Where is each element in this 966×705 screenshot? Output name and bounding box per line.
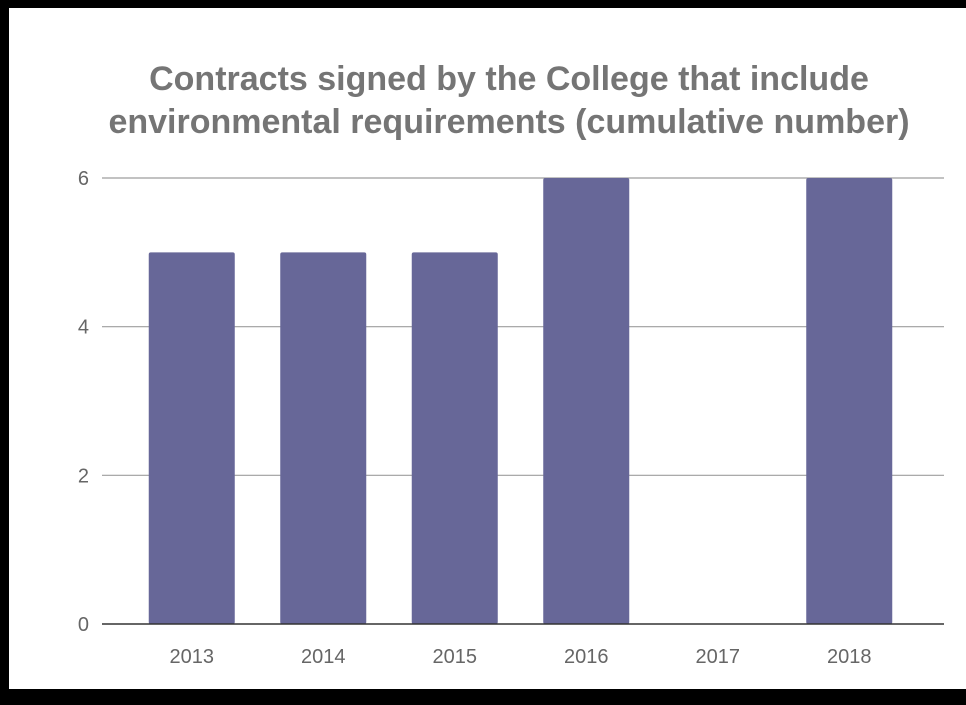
x-tick-label: 2014 <box>301 646 346 668</box>
x-tick-label: 2017 <box>696 646 741 668</box>
chart-frame: Contracts signed by the College that inc… <box>9 8 966 689</box>
chart-title-line-1: Contracts signed by the College that inc… <box>149 60 869 98</box>
bar-2018 <box>806 178 893 624</box>
x-tick-label: 2018 <box>827 646 872 668</box>
bar-2015 <box>411 252 498 625</box>
bar-2013 <box>148 252 235 625</box>
bar-2016 <box>543 178 630 624</box>
bar-chart: 0 2 4 6 2013 2014 2015 2016 2017 2018 <box>78 168 944 668</box>
y-tick-label: 6 <box>78 168 89 190</box>
chart-title-line-2: environmental requirements (cumulative n… <box>108 103 910 141</box>
y-tick-label: 0 <box>78 614 89 636</box>
x-tick-label: 2015 <box>433 646 478 668</box>
y-tick-label: 4 <box>78 317 89 339</box>
x-tick-label: 2016 <box>564 646 609 668</box>
bar-2014 <box>280 252 367 625</box>
x-tick-label: 2013 <box>170 646 215 668</box>
chart-title: Contracts signed by the College that inc… <box>9 58 966 144</box>
y-tick-label: 2 <box>78 465 89 487</box>
